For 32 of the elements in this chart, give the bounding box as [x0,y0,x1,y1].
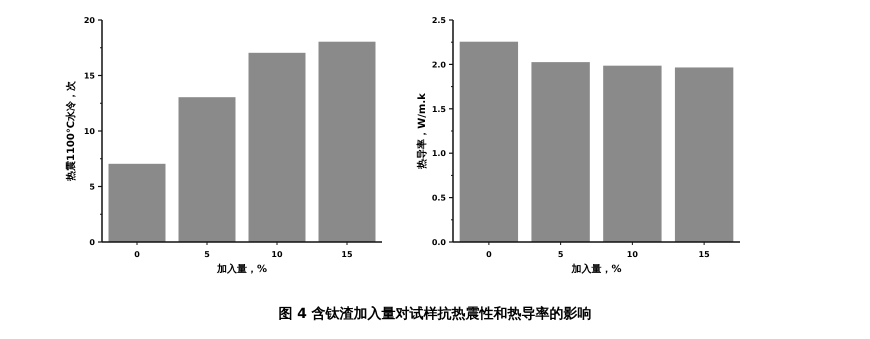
bar [178,97,236,242]
y-tick-label: 0.0 [432,238,446,247]
bar [460,42,518,242]
bar [108,164,166,242]
y-tick-label: 20 [84,16,96,25]
x-tick-label: 5 [204,250,210,259]
y-tick-label: 1.5 [432,104,446,114]
y-tick-label: 1.0 [432,149,446,158]
y-axis-title: 热导率，W/m.k [416,92,428,170]
bar [674,67,734,242]
bar [603,66,662,242]
x-tick-label: 15 [341,250,353,259]
bar [531,62,590,242]
y-tick-label: 10 [84,127,96,136]
y-tick-label: 5 [89,182,96,192]
x-axis-title: 加入量，% [216,263,268,275]
x-tick-label: 10 [271,250,283,259]
y-tick-label: 2.0 [432,60,446,70]
x-axis-title: 加入量，% [570,263,622,275]
x-tick-label: 0 [486,250,492,259]
y-tick-label: 2.5 [432,16,446,25]
caption: 图 4 含钛渣加入量对试样抗热震性和热导率的影响 [278,305,592,322]
y-tick-label: 0.5 [432,194,446,203]
y-tick-label: 15 [84,72,96,80]
bar [318,42,376,242]
y-axis-title: 热震1100℃水冷，次 [65,80,77,182]
x-tick-label: 15 [698,250,710,259]
bar [248,52,306,242]
y-tick-label: 0 [89,238,96,247]
x-tick-label: 10 [626,250,638,259]
x-tick-label: 5 [558,250,564,259]
x-tick-label: 0 [134,250,140,259]
